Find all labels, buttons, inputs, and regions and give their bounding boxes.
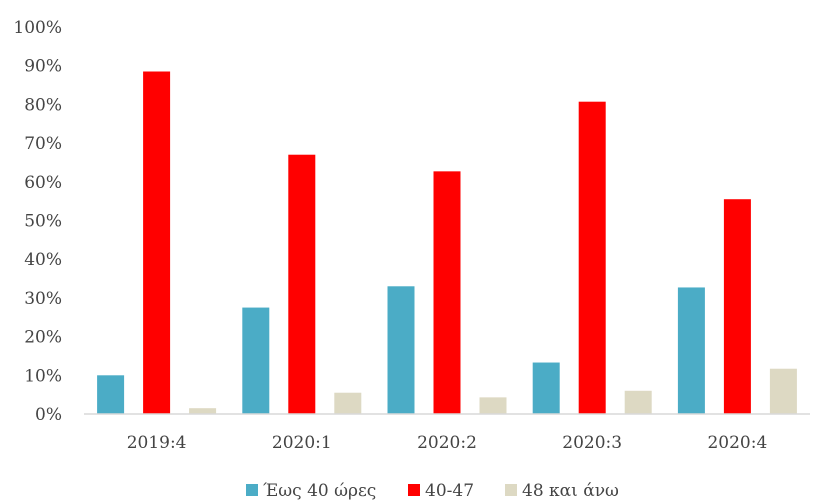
legend-label: 40-47 — [425, 481, 474, 500]
bar — [624, 390, 652, 414]
y-axis: 0% 10% 20% 30% 40% 50% 60% 70% 80% 90% 100% — [13, 18, 62, 425]
y-tick-label: 70% — [24, 134, 62, 154]
bar — [479, 397, 507, 414]
legend-swatch — [408, 484, 420, 496]
bar — [334, 392, 362, 414]
x-tick-label: 2020:3 — [562, 433, 622, 453]
x-tick-label: 2020:2 — [417, 433, 477, 453]
y-tick-label: 90% — [24, 57, 62, 77]
y-tick-label: 50% — [24, 212, 62, 232]
bar — [723, 199, 751, 414]
bar — [387, 286, 415, 414]
y-tick-label: 100% — [13, 18, 62, 38]
bar — [143, 71, 171, 414]
bar — [532, 362, 560, 414]
legend-item: Έως 40 ώρες — [246, 481, 376, 500]
bar — [288, 154, 316, 414]
y-tick-label: 80% — [24, 95, 62, 115]
y-tick-label: 40% — [24, 250, 62, 270]
x-tick-label: 2019:4 — [127, 433, 187, 453]
y-tick-label: 20% — [24, 328, 62, 348]
x-tick-label: 2020:4 — [707, 433, 767, 453]
y-tick-label: 0% — [35, 405, 62, 425]
bar — [578, 101, 606, 414]
legend-swatch — [505, 484, 517, 496]
x-tick-label: 2020:1 — [272, 433, 332, 453]
y-tick-label: 60% — [24, 173, 62, 193]
y-tick-label: 10% — [24, 366, 62, 386]
bar — [769, 368, 797, 414]
bar — [433, 171, 461, 414]
legend-swatch — [246, 484, 258, 496]
y-tick-label: 30% — [24, 289, 62, 309]
legend-label: Έως 40 ώρες — [263, 481, 376, 500]
bar — [242, 307, 270, 414]
legend-label: 48 και άνω — [522, 481, 619, 500]
legend-item: 48 και άνω — [505, 481, 619, 500]
bar — [189, 408, 217, 414]
bar — [677, 287, 705, 414]
bar — [97, 375, 125, 414]
x-axis: 2019:4 2020:1 2020:2 2020:3 2020:4 — [127, 433, 768, 453]
legend: Έως 40 ώρες 40-47 48 και άνω — [246, 481, 619, 500]
bars — [97, 71, 797, 414]
legend-item: 40-47 — [408, 481, 474, 500]
